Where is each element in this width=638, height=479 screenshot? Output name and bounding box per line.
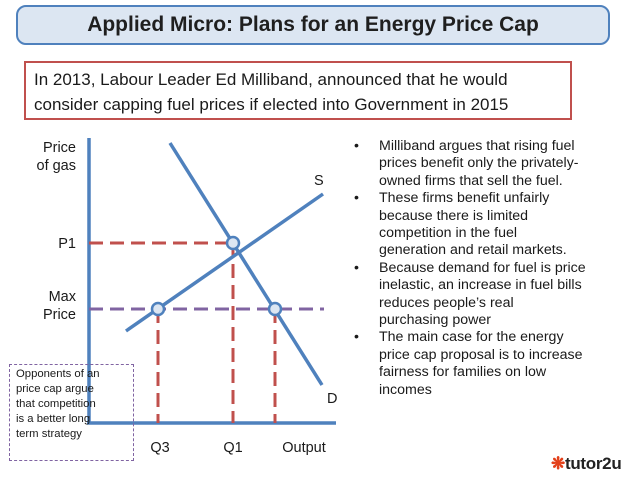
demand-at-max-price-point: [267, 301, 283, 317]
y-axis-label-line-1: Price: [43, 140, 76, 156]
note-line-3: that competition: [16, 398, 96, 410]
note-line-5: term strategy: [16, 428, 82, 440]
x-axis-label: Output: [282, 440, 326, 456]
note-line-4: is a better long: [16, 413, 91, 425]
supply-label: S: [314, 173, 324, 189]
slide-title: Applied Micro: Plans for an Energy Price…: [16, 5, 610, 45]
demand-label: D: [327, 391, 337, 407]
max-price-label-line-2: Price: [43, 307, 76, 323]
bullet-2-line-4: generation and retail markets.: [379, 242, 567, 259]
note-line-1: Opponents of an: [16, 368, 100, 380]
max-price-label-line-1: Max: [49, 289, 77, 305]
p1-label: P1: [58, 236, 76, 252]
intro-line-1: In 2013, Labour Leader Ed Milliband, ann…: [34, 70, 508, 89]
intro-text-box: In 2013, Labour Leader Ed Milliband, ann…: [24, 61, 572, 120]
q3-label: Q3: [150, 440, 169, 456]
q1-label: Q1: [223, 440, 242, 456]
bullet-3-line-1: Because demand for fuel is price: [379, 259, 586, 276]
demand-curve: [168, 142, 324, 386]
bullet-dot: •: [354, 138, 359, 154]
tutor2u-logo: ❋tutor2u: [551, 454, 622, 474]
y-axis-label-line-2: of gas: [37, 158, 77, 174]
bullet-item: • The main case for the energy price cap…: [354, 329, 616, 399]
bullet-4-line-3: fairness for families on low: [379, 364, 547, 381]
bullet-1-line-1: Milliband argues that rising fuel: [379, 138, 575, 154]
bullet-dot: •: [354, 259, 359, 276]
bullet-item: • These firms benefit unfairly because t…: [354, 190, 616, 260]
equilibrium-point: [225, 235, 241, 251]
bullet-3-line-3: reduces people’s real: [379, 294, 514, 311]
bullet-2-line-2: because there is limited: [379, 207, 529, 224]
bullet-2-line-1: These firms benefit unfairly: [379, 190, 550, 207]
note-line-2: price cap argue: [16, 383, 94, 395]
bullet-4-line-4: incomes: [379, 381, 432, 398]
bullet-4-line-1: The main case for the energy: [379, 329, 564, 346]
intro-line-2: consider capping fuel prices if elected …: [34, 95, 509, 114]
bullet-3-line-2: inelastic, an increase in fuel bills: [379, 277, 582, 294]
supply-at-max-price-point: [150, 301, 166, 317]
bullet-item: • Because demand for fuel is price inela…: [354, 260, 616, 330]
bullet-item: • Milliband argues that rising fuel pric…: [354, 138, 616, 190]
bullet-2-line-3: competition in the fuel: [379, 225, 518, 242]
opponents-note-box: Opponents of an price cap argue that com…: [9, 364, 134, 461]
bullet-dot: •: [354, 190, 359, 207]
logo-text: tutor2u: [564, 454, 622, 473]
bullet-1-line-3: owned firms that sell the fuel.: [379, 172, 563, 189]
explanation-bullet-list: • Milliband argues that rising fuel pric…: [354, 138, 616, 399]
bullet-1-line-2: prices benefit only the privately-: [379, 155, 579, 172]
logo-mark-icon: ❋: [551, 454, 565, 473]
bullet-4-line-2: price cap proposal is to increase: [379, 346, 583, 363]
bullet-dot: •: [354, 329, 359, 346]
bullet-3-line-4: purchasing power: [379, 312, 491, 329]
